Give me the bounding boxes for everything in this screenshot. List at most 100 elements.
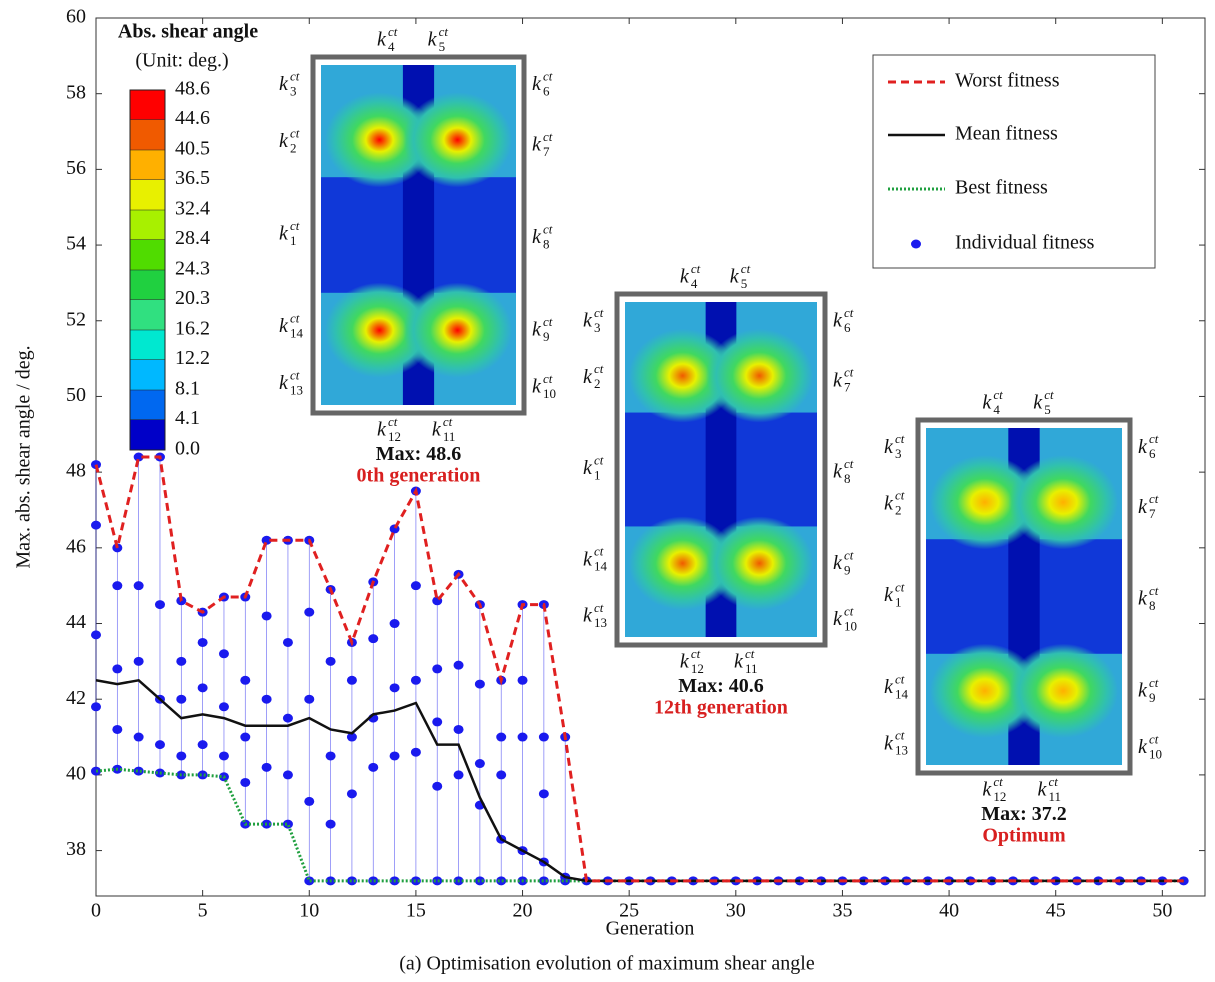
spring-superscript: ct — [543, 68, 553, 83]
colorbar-label: 48.6 — [175, 78, 210, 100]
spring-superscript: ct — [844, 603, 854, 618]
legend-label: Best fitness — [955, 177, 1048, 199]
individual-point — [390, 751, 400, 760]
spring-symbol: k — [1033, 392, 1043, 414]
individual-point — [304, 608, 314, 617]
spring-subscript: 10 — [844, 618, 857, 633]
spring-superscript: ct — [1048, 774, 1058, 789]
spring-symbol: k — [884, 492, 894, 514]
spring-superscript: ct — [691, 646, 701, 661]
legend-label: Worst fitness — [955, 70, 1060, 92]
colorbar-label: 40.5 — [175, 138, 210, 160]
spring-subscript: 14 — [895, 686, 909, 701]
y-axis-title: Max. abs. shear angle / deg. — [13, 345, 35, 568]
individual-point — [539, 733, 549, 742]
spring-subscript: 1 — [895, 594, 902, 609]
spring-symbol: k — [833, 310, 843, 332]
colorbar-label: 36.5 — [175, 167, 210, 189]
individual-point — [91, 702, 101, 711]
spring-subscript: 8 — [1149, 598, 1156, 613]
spring-superscript: ct — [290, 125, 300, 140]
inset-max-prefix: Max: — [376, 443, 422, 465]
colorbar-title: Abs. shear angle — [118, 21, 258, 43]
spring-superscript: ct — [1149, 491, 1159, 506]
individual-point — [240, 676, 250, 685]
spring-symbol: k — [532, 319, 542, 341]
individual-point — [91, 630, 101, 639]
legend-marker — [911, 240, 921, 249]
x-tick-label: 5 — [198, 900, 208, 922]
colorbar-label: 4.1 — [175, 407, 200, 429]
individual-point — [134, 733, 144, 742]
individual-point — [219, 702, 229, 711]
legend-label: Mean fitness — [955, 123, 1058, 145]
spring-symbol: k — [279, 73, 289, 95]
spring-symbol: k — [428, 29, 438, 51]
spring-subscript: 2 — [594, 376, 601, 391]
colorbar-band — [130, 240, 165, 270]
colorbar-label: 44.6 — [175, 107, 210, 129]
spring-superscript: ct — [844, 547, 854, 562]
individual-point — [411, 581, 421, 590]
spring-superscript: ct — [1044, 387, 1054, 402]
chart: Max. abs. shear angle / deg. Generation … — [0, 0, 1215, 982]
individual-point — [347, 676, 357, 685]
y-tick-label: 44 — [66, 611, 86, 633]
spring-subscript: 9 — [1149, 690, 1156, 705]
x-tick-label: 0 — [91, 900, 101, 922]
spring-subscript: 3 — [594, 320, 601, 335]
individual-point — [475, 680, 485, 689]
spring-subscript: 1 — [594, 467, 601, 482]
individual-point — [496, 733, 506, 742]
spring-symbol: k — [377, 419, 387, 441]
colorbar-band — [130, 390, 165, 420]
spring-symbol: k — [532, 226, 542, 248]
spring-symbol: k — [884, 732, 894, 754]
spring-symbol: k — [1138, 679, 1148, 701]
spring-subscript: 10 — [543, 386, 556, 401]
x-tick-label: 15 — [406, 900, 426, 922]
spring-symbol: k — [279, 130, 289, 152]
individual-point — [539, 789, 549, 798]
spring-subscript: 8 — [844, 471, 851, 486]
spring-symbol: k — [583, 310, 593, 332]
x-tick-label: 35 — [832, 900, 852, 922]
spring-superscript: ct — [594, 305, 604, 320]
spring-superscript: ct — [290, 311, 300, 326]
individual-point — [198, 683, 208, 692]
y-tick-label: 38 — [66, 838, 86, 860]
spring-symbol: k — [583, 457, 593, 479]
x-tick-label: 20 — [513, 900, 533, 922]
spring-symbol: k — [583, 605, 593, 627]
spring-subscript: 7 — [1149, 506, 1156, 521]
spring-symbol: k — [583, 548, 593, 570]
spring-superscript: ct — [290, 218, 300, 233]
spring-subscript: 13 — [895, 743, 908, 758]
inset-max-prefix: Max: — [981, 803, 1027, 825]
spring-symbol: k — [833, 461, 843, 483]
spring-superscript: ct — [895, 728, 905, 743]
individual-point — [134, 581, 144, 590]
colorbar-band — [130, 330, 165, 360]
spring-symbol: k — [680, 651, 690, 673]
spring-superscript: ct — [594, 600, 604, 615]
caption: (a) Optimisation evolution of maximum sh… — [399, 953, 815, 975]
spring-superscript: ct — [290, 368, 300, 383]
y-tick-label: 40 — [66, 762, 86, 784]
spring-subscript: 6 — [543, 83, 550, 98]
spring-symbol: k — [1138, 496, 1148, 518]
spring-superscript: ct — [844, 456, 854, 471]
individual-point — [454, 661, 464, 670]
individual-point — [155, 740, 165, 749]
spring-subscript: 7 — [543, 144, 550, 159]
individual-point — [390, 524, 400, 533]
colorbar-label: 28.4 — [175, 227, 210, 249]
colorbar-band — [130, 420, 165, 450]
individual-point — [283, 770, 293, 779]
inset-max: Max: 40.6 — [678, 675, 764, 697]
individual-point — [304, 797, 314, 806]
legend-label: Individual fitness — [955, 232, 1095, 254]
spring-superscript: ct — [594, 544, 604, 559]
spring-symbol: k — [982, 392, 992, 414]
inset-label: Optimum — [982, 825, 1066, 847]
